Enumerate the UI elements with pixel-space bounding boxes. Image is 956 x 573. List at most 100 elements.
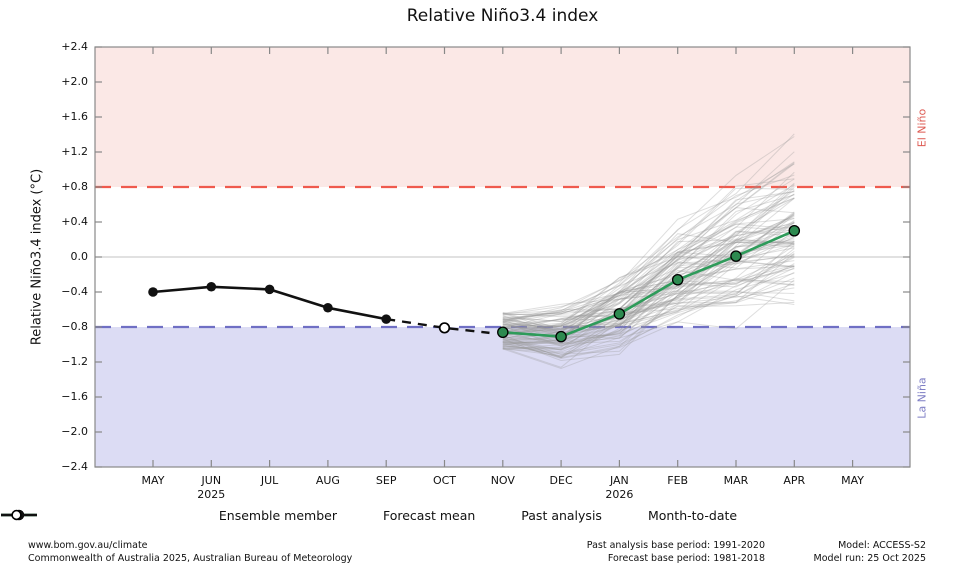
x-tick-label: APR — [783, 474, 806, 487]
past-analysis-marker — [323, 302, 333, 313]
x-tick-label: JUN — [201, 474, 222, 487]
ensemble-member-line — [502, 271, 795, 351]
ensemble-member-line — [502, 239, 795, 358]
forecast-mean-marker — [497, 326, 509, 338]
y-tick-label: −2.4 — [61, 460, 88, 473]
forecast-mean-marker — [788, 224, 801, 237]
ensemble-member-line — [502, 264, 795, 326]
x-tick-year-label: 2026 — [605, 488, 634, 501]
y-tick-label: +1.6 — [61, 110, 88, 123]
ensemble-member-line — [502, 133, 795, 346]
ensemble-member-line — [502, 221, 795, 345]
ensemble-member-line — [502, 171, 795, 340]
x-tick-label: MAY — [841, 474, 865, 487]
la-nina-band — [95, 327, 910, 467]
footer-past-base-period: Past analysis base period: 1991-2020 — [586, 540, 765, 551]
ensemble-member-line — [502, 267, 795, 370]
x-tick-label: NOV — [490, 474, 515, 487]
legend-item-month-to-date: Month-to-date — [1, 508, 738, 523]
ensemble-member-line — [502, 190, 795, 345]
ensemble-member-line — [502, 191, 795, 348]
ensemble-member-line — [502, 256, 795, 318]
footer-base-periods: Past analysis base period: 1991-2020 For… — [587, 540, 765, 565]
x-tick-label: AUG — [315, 474, 340, 487]
x-tick-label: MAR — [723, 474, 749, 487]
y-tick-label: 0.0 — [70, 250, 89, 263]
ensemble-member-line — [502, 260, 795, 350]
x-tick-label: SEP — [375, 474, 397, 487]
ensemble-member-line — [502, 245, 795, 330]
ensemble-member-line — [502, 290, 795, 345]
legend-item-ensemble: Ensemble member — [1, 508, 337, 523]
ensemble-member-line — [502, 136, 795, 322]
ensemble-member-line — [502, 283, 795, 345]
ensemble-member-line — [502, 240, 795, 331]
ensemble-member-line — [502, 255, 795, 318]
ensemble-member-line — [502, 197, 795, 341]
ensemble-member-line — [502, 221, 795, 330]
ensemble-member-line — [502, 194, 795, 353]
x-tick-label: DEC — [549, 474, 573, 487]
y-tick-label: +1.2 — [61, 145, 88, 158]
x-tick-label: MAY — [141, 474, 165, 487]
legend-label-ensemble: Ensemble member — [218, 508, 337, 523]
ensemble-member-line — [502, 222, 795, 334]
ensemble-member-line — [502, 193, 795, 330]
forecast-mean-line — [502, 229, 795, 338]
x-tick-label: JUL — [260, 474, 279, 487]
past-analysis-marker — [206, 281, 217, 292]
el-nino-band-label: El Niño — [915, 108, 929, 148]
ensemble-member-line — [502, 260, 795, 342]
ensemble-member-line — [502, 221, 795, 324]
ensemble-member-line — [502, 182, 795, 323]
ensemble-member-line — [502, 174, 795, 322]
ensemble-member-line — [502, 163, 795, 322]
legend-label-past-analysis: Past analysis — [521, 508, 602, 523]
ensemble-member-line — [502, 151, 795, 314]
y-tick-label: +2.4 — [61, 40, 88, 53]
ensemble-member-line — [502, 183, 795, 333]
ensemble-member-line — [502, 197, 795, 359]
ensemble-member-line — [502, 207, 795, 335]
ensemble-member-line — [502, 217, 795, 328]
ensemble-member-line — [502, 243, 795, 345]
ensemble-member-line — [502, 231, 795, 346]
chart-title: Relative Niño3.4 index — [406, 6, 599, 26]
ensemble-member-line — [502, 162, 795, 329]
ensemble-member-line — [502, 265, 795, 348]
ensemble-member-line — [502, 265, 795, 355]
ensemble-member-line — [502, 272, 795, 360]
footer-model: Model: ACCESS-S2 — [838, 540, 926, 551]
ensemble-member-line — [502, 248, 795, 357]
ensemble-member-line — [502, 222, 795, 336]
ensemble-member-line — [502, 197, 795, 350]
ensemble-member-line — [502, 218, 795, 335]
ensemble-member-line — [502, 256, 795, 346]
footer-url: www.bom.gov.au/climate — [28, 540, 148, 551]
forecast-mean-marker — [671, 273, 684, 286]
ensemble-member-line — [502, 265, 795, 328]
past-analysis-marker — [148, 287, 158, 297]
x-tick-label: FEB — [667, 474, 689, 487]
footer-model-run: Model run: 25 Oct 2025 — [813, 552, 926, 564]
ensemble-member-line — [502, 279, 795, 344]
y-tick-label: +0.4 — [61, 215, 88, 228]
legend-label-month-to-date: Month-to-date — [647, 508, 738, 523]
y-tick-label: −0.4 — [61, 285, 88, 298]
y-tick-label: −2.0 — [61, 425, 88, 438]
ensemble-member-line — [502, 250, 795, 358]
ensemble-member-line — [502, 212, 795, 330]
ensemble-member-line — [502, 287, 795, 333]
footer-copyright: Commonwealth of Australia 2025, Australi… — [28, 552, 353, 564]
ensemble-member-line — [502, 254, 795, 333]
ensemble-member-line — [502, 241, 795, 357]
ensemble-member-line — [502, 229, 795, 351]
ensemble-member-line — [502, 279, 795, 359]
ensemble-member-line — [502, 230, 795, 349]
ensemble-member-line — [502, 239, 795, 330]
ensemble-member-line — [502, 211, 795, 354]
ensemble-member-line — [502, 214, 795, 320]
footer-model-info: Model: ACCESS-S2 Model run: 25 Oct 2025 — [814, 540, 926, 565]
ensemble-member-line — [502, 223, 795, 340]
